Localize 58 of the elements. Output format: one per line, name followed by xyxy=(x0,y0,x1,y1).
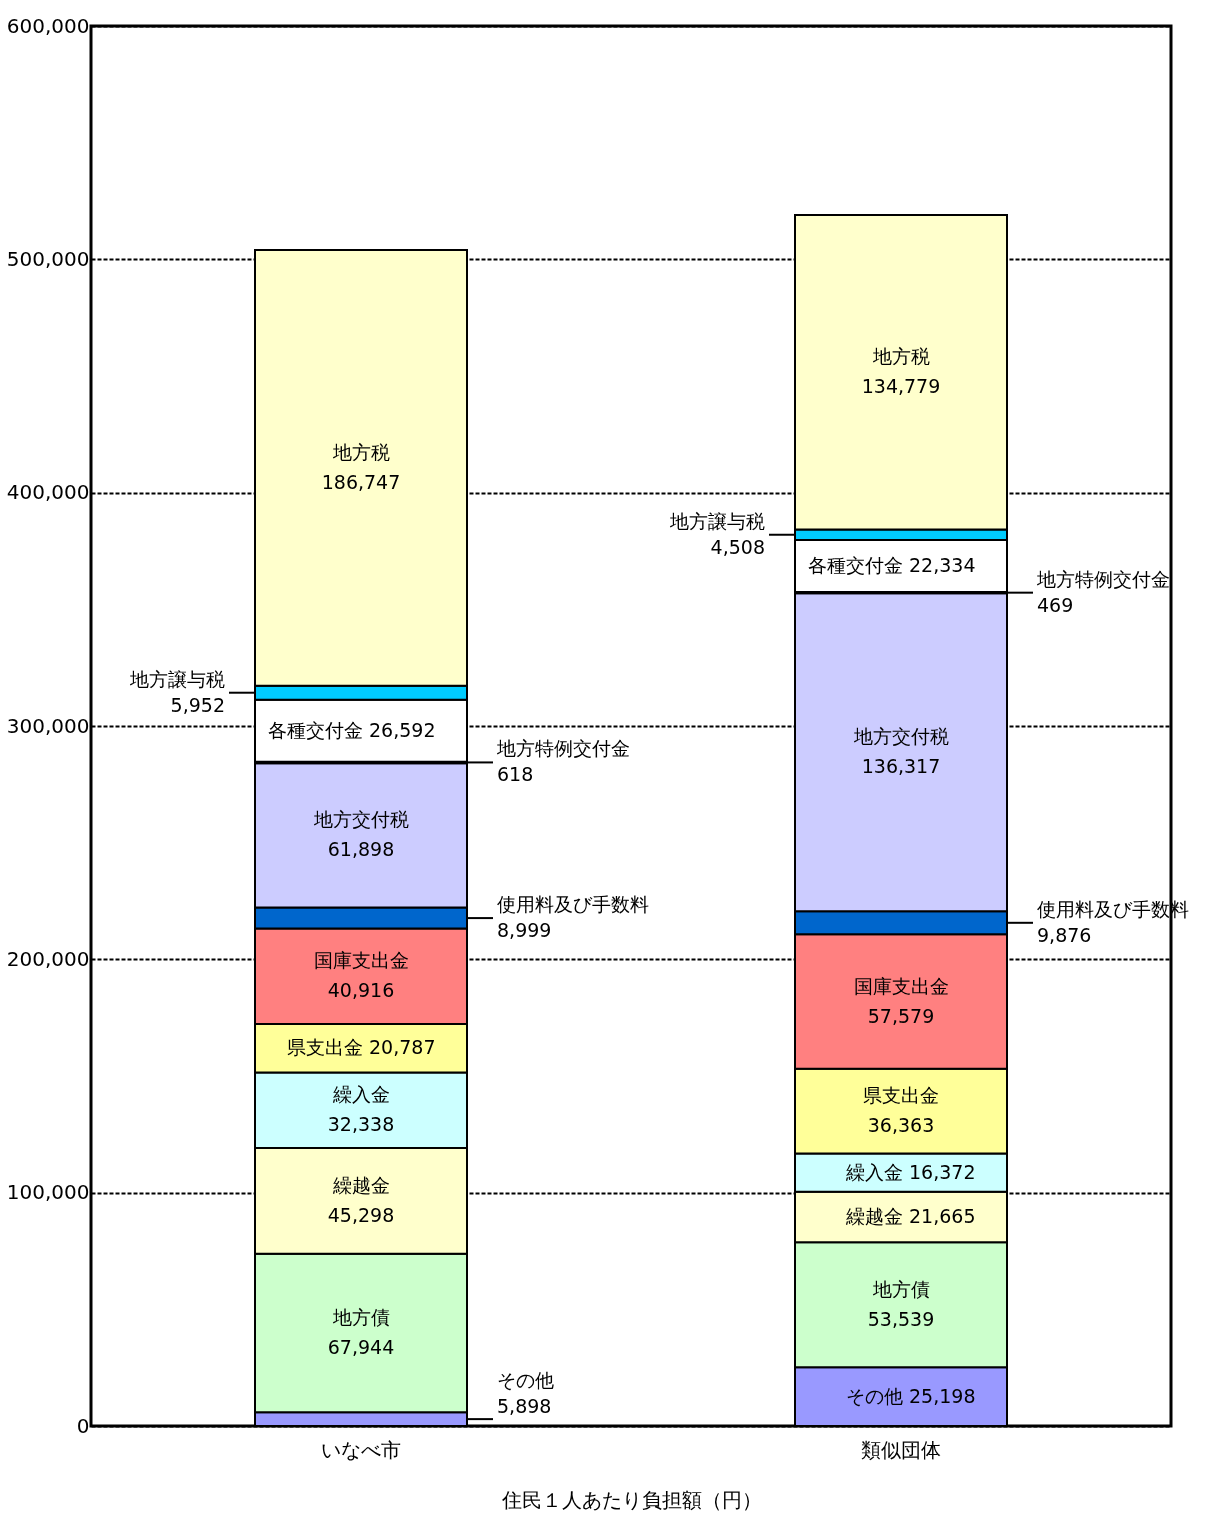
series-label: 繰越金 xyxy=(845,1205,903,1227)
text: 使用料及び手数料 xyxy=(1037,897,1189,920)
y-tick-label: 600,000 xyxy=(6,13,90,38)
data-label: 61,898 xyxy=(327,838,395,861)
series-label: 地方税 xyxy=(331,440,390,463)
data-label: 36,363 xyxy=(867,1114,935,1137)
series-label: その他 xyxy=(846,1384,903,1407)
y-tick-label: 400,000 xyxy=(6,480,90,505)
data-label: 8,999 xyxy=(497,919,552,942)
text: 繰越金 xyxy=(332,1173,390,1196)
data-label: 5,898 xyxy=(497,1395,552,1417)
text: 地方税 xyxy=(872,345,930,368)
data-label: 134,779 xyxy=(861,375,941,398)
series-label: 各種交付金 xyxy=(268,718,363,741)
data-label: 32,338 xyxy=(327,1113,395,1136)
y-tick-label: 500,000 xyxy=(6,246,90,271)
y-tick-label: 200,000 xyxy=(6,946,90,971)
data-label: 57,579 xyxy=(867,1004,935,1027)
data-label: 21,665 xyxy=(909,1205,976,1227)
data-label: 20,787 xyxy=(369,1036,436,1059)
series-label: 地方譲与税 xyxy=(129,667,225,690)
x-tick-label: 類似団体 xyxy=(861,1437,941,1462)
y-tick-label: 100,000 xyxy=(6,1180,90,1205)
series-label: 地方特例交付金 xyxy=(496,737,630,760)
data-label: 22,334 xyxy=(909,554,976,577)
data-label: 469 xyxy=(1037,593,1074,616)
x-tick-label: いなべ市 xyxy=(321,1437,401,1462)
series-label: 繰入金 xyxy=(845,1160,903,1183)
text: 地方債 xyxy=(332,1305,390,1328)
data-label: 53,539 xyxy=(867,1307,935,1330)
data-label: 4,508 xyxy=(710,535,765,558)
text: 国庫支出金 xyxy=(853,974,949,997)
text: 繰入金 xyxy=(332,1083,390,1106)
text: 各種交付金 xyxy=(808,554,903,577)
x-axis-title: 住民１人あたり負担額（円） xyxy=(500,1487,762,1512)
y-tick-label: 0 xyxy=(76,1413,90,1438)
data-label: 26,592 xyxy=(369,718,436,741)
series-label: 使用料及び手数料 xyxy=(497,893,649,916)
y-tick-label: 300,000 xyxy=(6,713,90,738)
series-label: 地方交付税 xyxy=(312,808,409,831)
data-label: 186,747 xyxy=(321,470,401,493)
text: 県支出金 xyxy=(863,1084,939,1107)
data-label: 618 xyxy=(497,763,534,786)
text: 地方特例交付金 xyxy=(1037,567,1170,590)
series-label: 県支出金 xyxy=(287,1036,363,1059)
data-label: 5,952 xyxy=(170,693,225,716)
text: 地方譲与税 xyxy=(670,509,765,532)
series-label: 国庫支出金 xyxy=(313,949,409,972)
data-label: 16,372 xyxy=(909,1160,976,1183)
data-label: 45,298 xyxy=(327,1203,395,1226)
data-label: 25,198 xyxy=(909,1384,976,1407)
data-label: 67,944 xyxy=(327,1335,395,1358)
data-label: 9,876 xyxy=(1037,923,1092,946)
series-label: 地方債 xyxy=(871,1277,930,1300)
data-label: 40,916 xyxy=(327,979,395,1002)
data-label: 136,317 xyxy=(861,755,941,778)
text: その他 xyxy=(497,1369,554,1391)
text: 地方交付税 xyxy=(853,725,949,748)
